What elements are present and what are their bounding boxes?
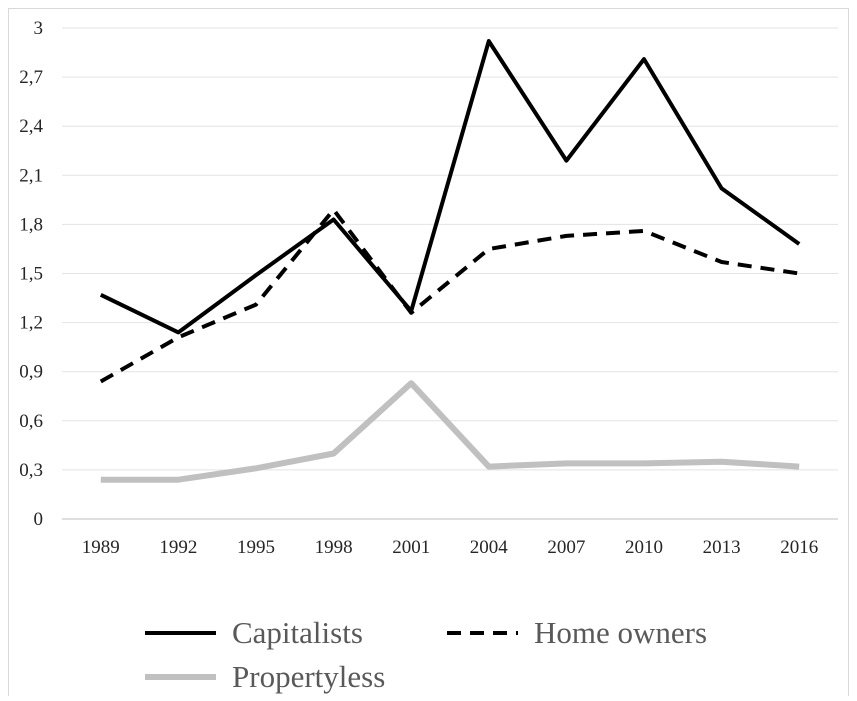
legend-label-capitalists: Capitalists [232,615,363,650]
x-tick-label: 1992 [159,537,197,558]
x-tick-label: 2013 [703,537,741,558]
x-tick-label: 2010 [625,537,663,558]
series-line-capitalists [99,39,801,335]
chart-border [8,8,849,699]
x-tick-label: 1989 [82,537,120,558]
x-tick-label: 2016 [780,537,818,558]
x-axis-ticks: 1989 1992 1995 1998 2001 2004 2007 2010 2013 2016 [82,537,818,558]
x-tick-label: 2004 [470,537,509,558]
y-tick-label: 2,1 [19,165,43,186]
x-tick-label: 1995 [237,537,275,558]
y-tick-label: 0,6 [19,411,43,432]
series-line-propertyless [100,380,800,483]
y-tick-label: 0,3 [19,460,43,481]
series-lines [99,39,801,483]
x-tick-label: 1998 [315,537,353,558]
legend: Capitalists Home owners Propertyless [145,615,707,694]
y-tick-label: 1,8 [19,214,43,235]
y-tick-label: 2,7 [19,67,43,88]
y-tick-label: 3 [34,18,44,39]
y-tick-label: 2,4 [19,116,43,137]
x-tick-label: 2007 [547,537,585,558]
y-tick-label: 1,5 [19,264,43,285]
series-line-home-owners [99,207,800,384]
y-tick-label: 0 [34,509,44,530]
legend-label-propertyless: Propertyless [232,659,385,694]
legend-label-home-owners: Home owners [534,615,707,650]
y-tick-label: 0,9 [19,362,43,383]
y-axis-ticks: 0 0,3 0,6 0,9 1,2 1,5 1,8 2,1 2,4 2,7 3 [19,18,43,530]
x-tick-label: 2001 [392,537,430,558]
gridlines [62,27,838,520]
y-tick-label: 1,2 [19,313,43,334]
